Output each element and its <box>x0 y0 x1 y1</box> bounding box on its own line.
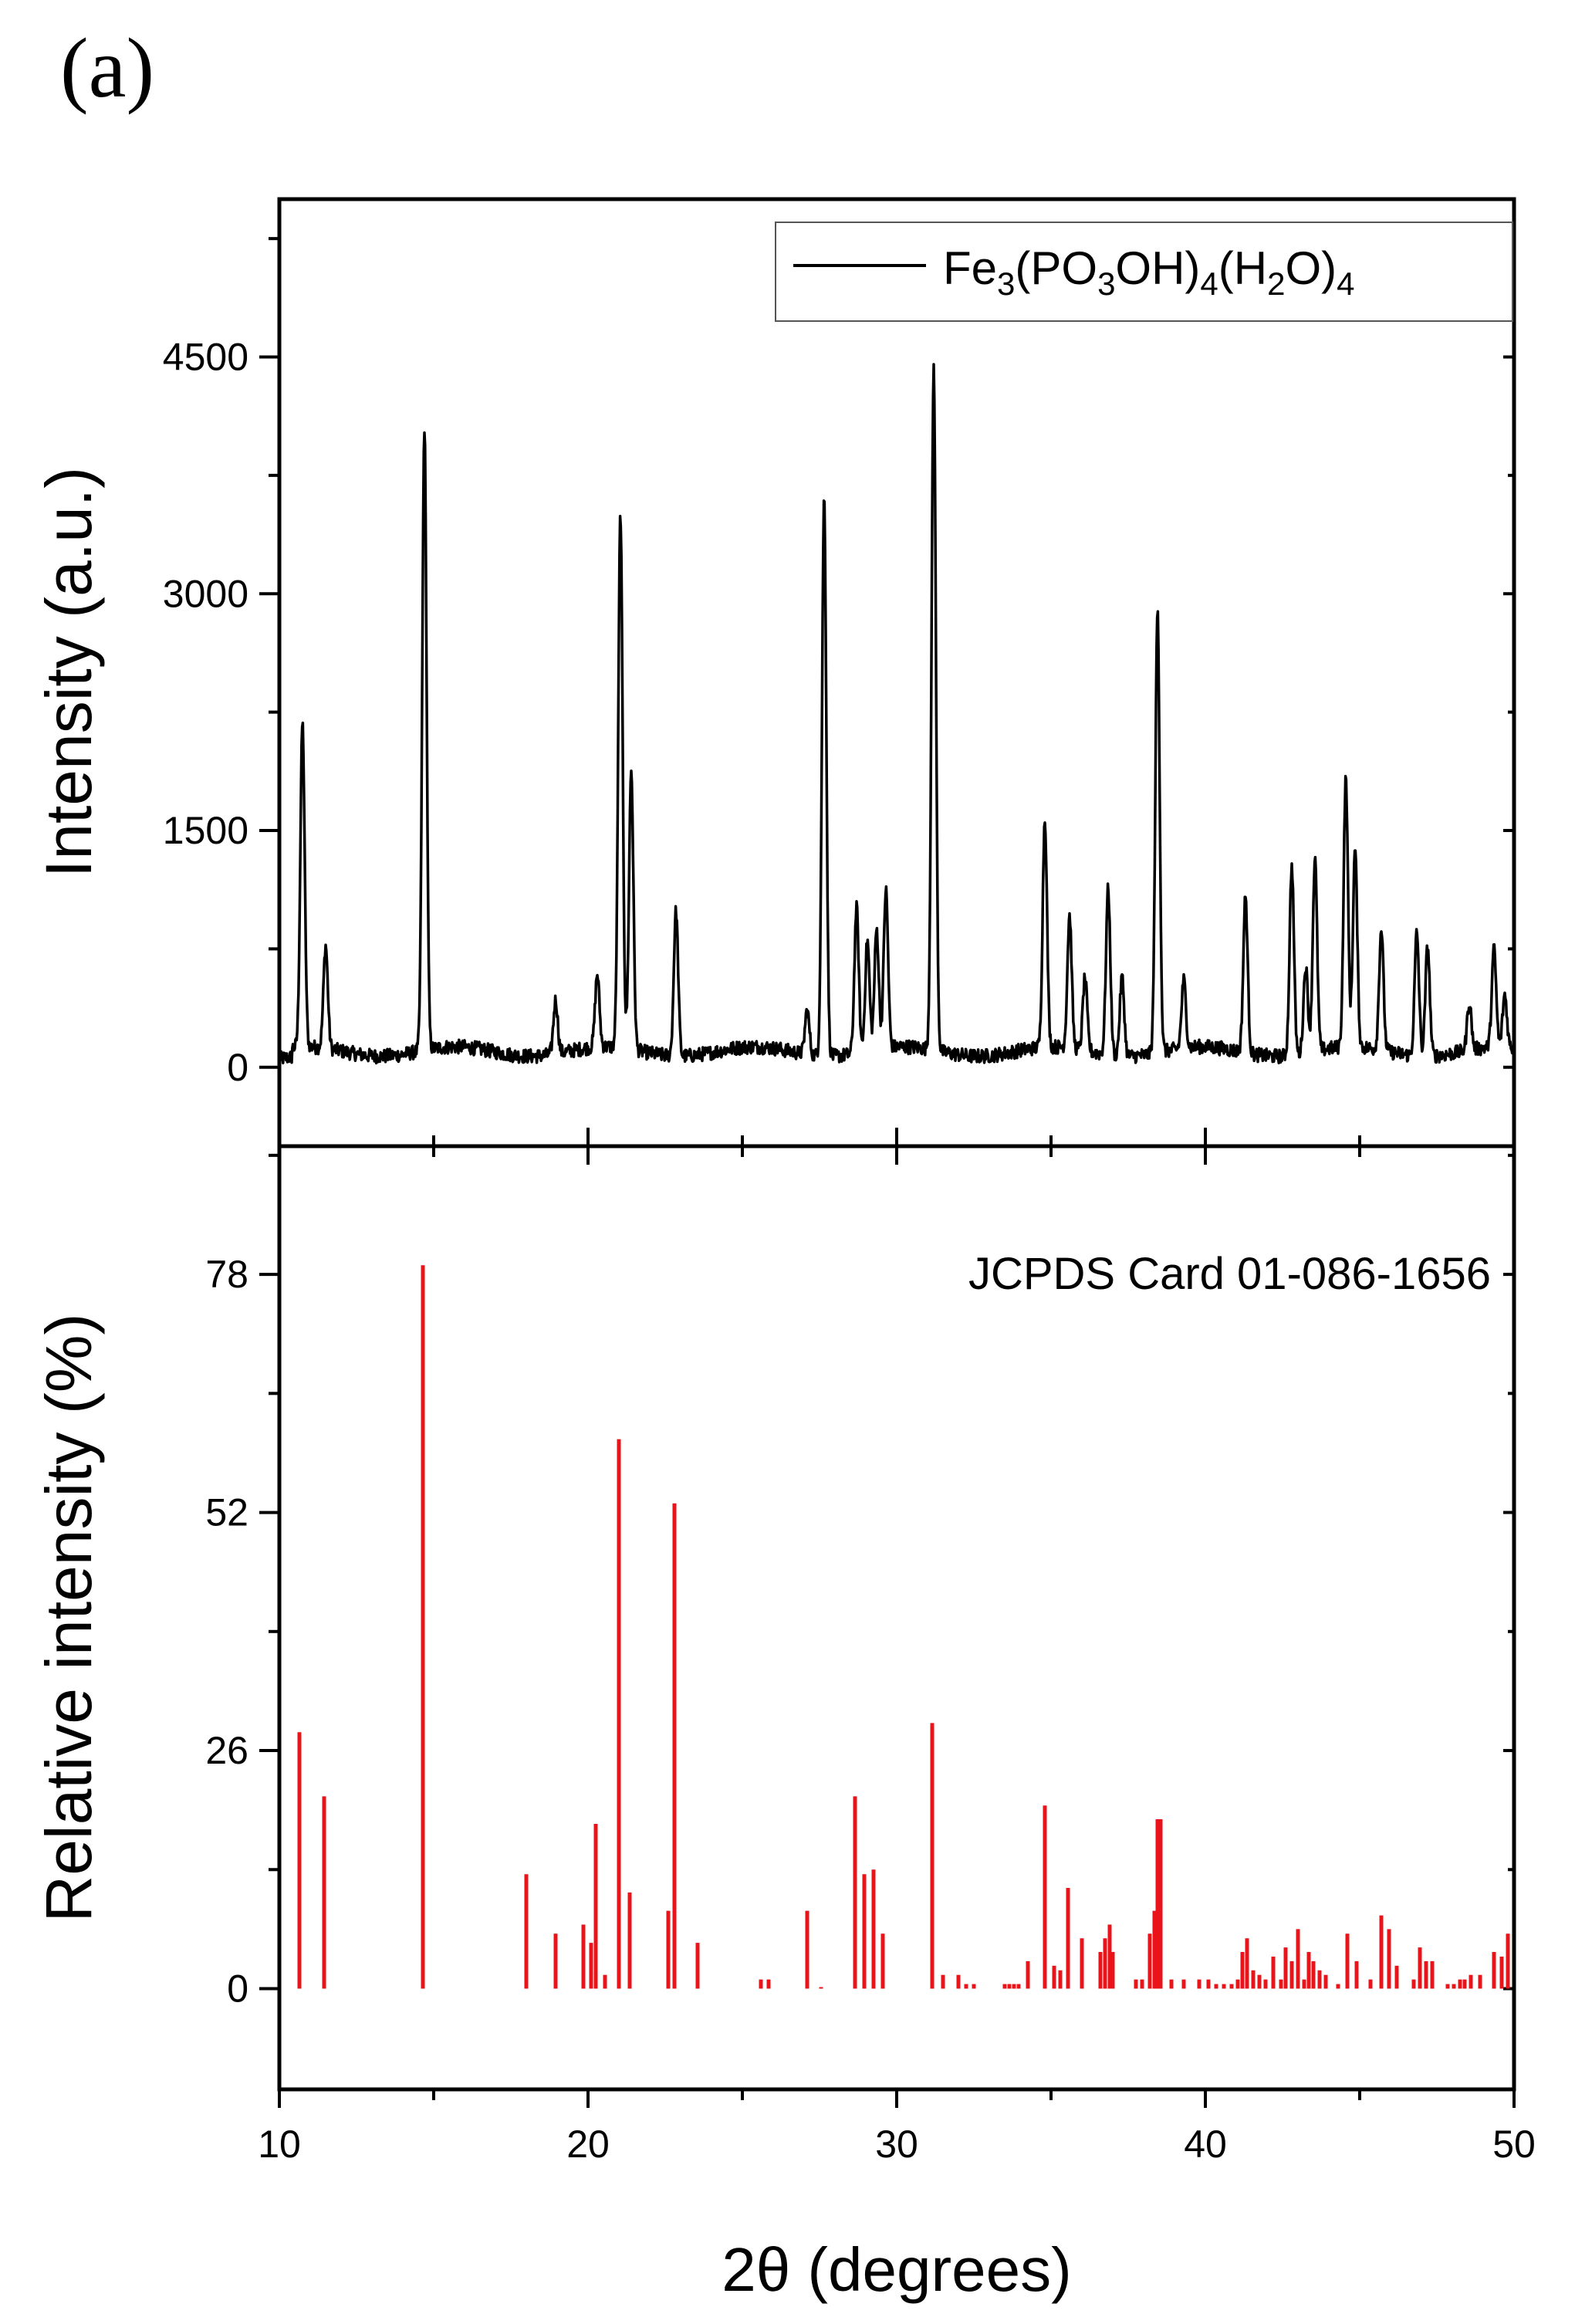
x-tick-label: 20 <box>566 2123 610 2166</box>
top-y-tick-label: 1500 <box>163 809 248 852</box>
x-tick-label: 10 <box>258 2123 301 2166</box>
xrd-pattern-line <box>278 363 1516 1065</box>
legend: Fe3(PO3OH)4(H2O)4 <box>775 222 1513 322</box>
top-plot-frame <box>277 197 1516 1148</box>
panel-label: (a) <box>60 21 154 115</box>
top-y-tick-label: 4500 <box>163 336 248 379</box>
x-tick-label: 30 <box>875 2123 918 2166</box>
legend-label: Fe3(PO3OH)4(H2O)4 <box>943 242 1354 302</box>
top-y-tick-label: 3000 <box>163 572 248 615</box>
top-y-tick-label: 0 <box>227 1046 248 1089</box>
bottom-panel: 0 26 52 78 10 20 30 40 50 JCPDS Card 01-086-165… <box>32 1144 1536 2166</box>
bottom-y-tick-label: 26 <box>205 1729 248 1772</box>
jcpds-annotation: JCPDS Card 01-086-1656 <box>968 1249 1491 1299</box>
bottom-y-tick-label: 0 <box>227 1967 248 2010</box>
bottom-y-tick-label: 52 <box>205 1491 248 1534</box>
legend-box <box>775 222 1513 322</box>
x-tick-label: 50 <box>1492 2123 1536 2166</box>
bottom-y-axis-title: Relative intensity (%) <box>32 1314 105 1923</box>
bottom-y-tick-label: 78 <box>205 1253 248 1296</box>
x-axis-title: 2θ (degrees) <box>722 2235 1072 2304</box>
bottom-y-axis-ticks: 0 26 52 78 <box>205 1153 1514 2010</box>
top-panel: 0 1500 3000 4500 Fe3(PO3OH)4(H2O)4 Intensit… <box>32 197 1516 1165</box>
bottom-x-axis-ticks: 10 20 30 40 50 <box>258 2089 1536 2166</box>
top-y-axis-ticks: 0 1500 3000 4500 <box>163 237 1514 1089</box>
x-tick-label: 40 <box>1184 2123 1227 2166</box>
top-y-axis-title: Intensity (a.u.) <box>32 467 105 878</box>
reference-bars <box>297 1265 1510 1989</box>
